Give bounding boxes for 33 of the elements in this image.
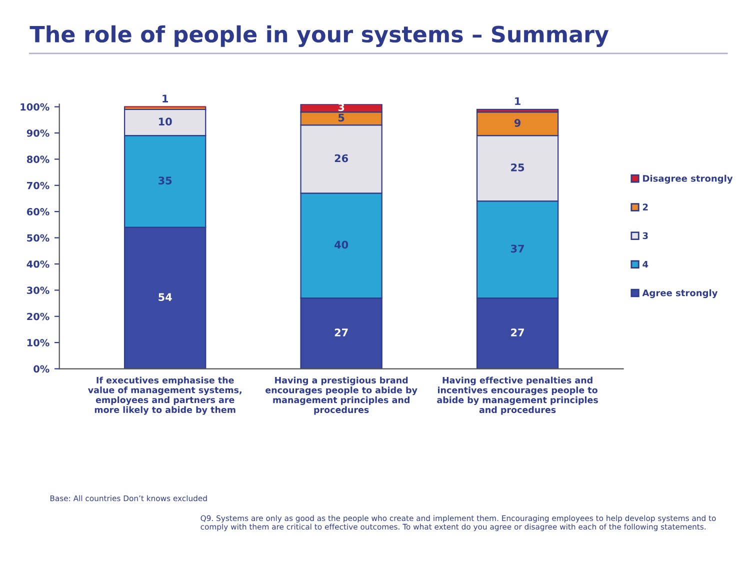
- legend-label: 4: [642, 260, 648, 268]
- data-label: 10: [159, 118, 172, 126]
- legend-label: Agree strongly: [642, 289, 718, 298]
- legend-label: 2: [642, 204, 648, 210]
- y-tick-label: 70%: [27, 182, 50, 190]
- y-tick-label: 20%: [27, 312, 50, 320]
- data-label: 25: [511, 163, 524, 172]
- y-tick-label: 30%: [27, 286, 50, 294]
- x-tick-label: Having a prestigious brand encourages people to abide by management principles and procedures: [266, 376, 418, 415]
- data-label: 9: [514, 118, 521, 127]
- legend-label: 3: [642, 232, 648, 240]
- chart-title: The role of people in your systems – Summary: [30, 25, 609, 48]
- y-tick-label: 40%: [26, 260, 50, 268]
- data-label: 26: [334, 154, 348, 162]
- y-tick-label: 80%: [26, 156, 50, 164]
- data-label: 1: [162, 94, 168, 102]
- data-label: 40: [334, 240, 348, 249]
- y-tick-label: 50%: [27, 234, 50, 242]
- legend-label: Disagree strongly: [643, 174, 733, 184]
- data-label: 1: [515, 97, 520, 105]
- data-label: 5: [338, 114, 344, 122]
- y-tick-label: 90%: [26, 129, 50, 137]
- y-tick-label: 100%: [20, 103, 50, 111]
- data-label: 54: [158, 293, 172, 302]
- y-tick-label: 10%: [27, 339, 50, 346]
- data-label: 35: [158, 176, 172, 184]
- y-tick-label: 0%: [34, 365, 50, 373]
- data-label: 37: [510, 244, 524, 253]
- y-tick-label: 60%: [26, 208, 50, 216]
- x-tick-label: Having effective penalties and incentives encourages people to abide by management principles and procedures: [437, 376, 598, 415]
- data-label: 27: [334, 328, 348, 336]
- data-label: 27: [511, 328, 524, 336]
- x-tick-label: If executives emphasise the value of management systems, employees and partners are more likely to abide by them: [88, 376, 242, 415]
